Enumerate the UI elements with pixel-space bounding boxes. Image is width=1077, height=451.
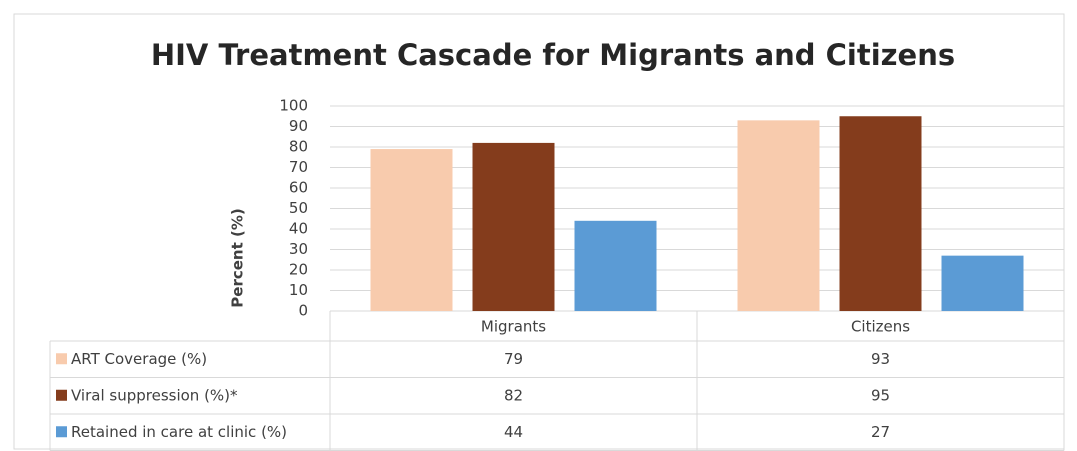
y-axis-title: Percent (%) <box>229 208 247 307</box>
bar <box>370 149 453 311</box>
y-tick-label: 80 <box>289 138 308 156</box>
table-value: 44 <box>504 423 523 441</box>
bar <box>472 142 555 311</box>
legend-label: Viral suppression (%)* <box>71 386 238 404</box>
table-value: 79 <box>504 350 523 368</box>
legend-label: Retained in care at clinic (%) <box>71 423 287 441</box>
legend-swatch <box>56 389 67 401</box>
y-tick-label: 0 <box>298 302 308 320</box>
bar <box>737 120 820 311</box>
table-value: 95 <box>871 386 890 404</box>
y-tick-label: 10 <box>289 281 308 299</box>
y-tick-label: 50 <box>289 199 308 217</box>
legend-swatch <box>56 426 67 438</box>
legend-label: ART Coverage (%) <box>71 350 207 368</box>
y-tick-label: 100 <box>279 97 308 115</box>
y-tick-label: 30 <box>289 240 308 258</box>
table-value: 27 <box>871 423 890 441</box>
y-tick-label: 20 <box>289 261 308 279</box>
x-tick-label: Citizens <box>851 318 910 336</box>
y-tick-label: 70 <box>289 158 308 176</box>
y-tick-label: 90 <box>289 117 308 135</box>
bar <box>941 255 1024 311</box>
table-value: 93 <box>871 350 890 368</box>
legend-swatch <box>56 353 67 365</box>
bar <box>839 116 922 311</box>
y-tick-label: 60 <box>289 179 308 197</box>
bar <box>574 220 657 311</box>
table-value: 82 <box>504 386 523 404</box>
x-tick-label: Migrants <box>481 318 546 336</box>
y-tick-label: 40 <box>289 220 308 238</box>
chart-title: HIV Treatment Cascade for Migrants and C… <box>151 38 955 72</box>
